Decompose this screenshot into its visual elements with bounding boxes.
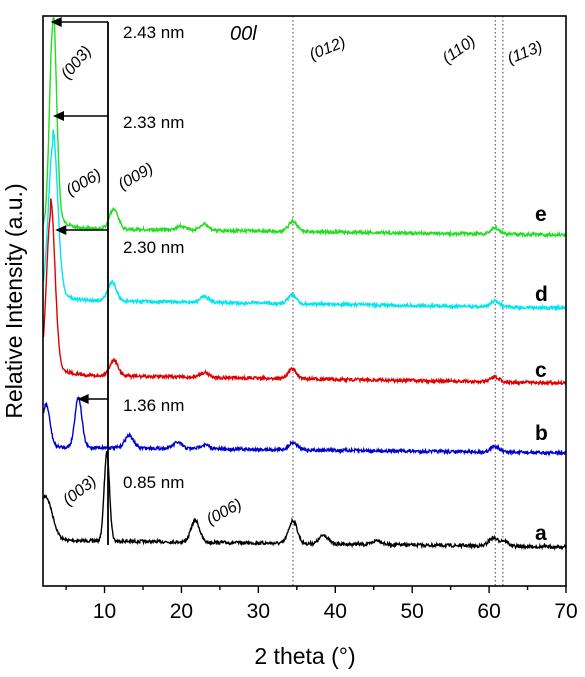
order-label: 00l bbox=[230, 23, 257, 45]
spacing-arrowhead-3 bbox=[77, 394, 89, 404]
spacing-arrows bbox=[50, 17, 109, 545]
series-layer bbox=[42, 17, 567, 552]
spacing-arrowhead-1 bbox=[52, 111, 64, 121]
x-tick-label-70: 70 bbox=[554, 600, 577, 623]
spacing-arrowhead-2 bbox=[55, 225, 67, 235]
plot-frame bbox=[42, 15, 567, 587]
spacing-arrowhead-0 bbox=[50, 17, 62, 27]
series-label-c: c bbox=[535, 359, 547, 382]
a-003-label: (003) bbox=[60, 473, 100, 509]
e-003-label: (003) bbox=[58, 43, 95, 83]
e-009-label: (009) bbox=[116, 160, 157, 193]
hkl-110-label: (110) bbox=[440, 33, 479, 68]
y-axis-title: Relative Intensity (a.u.) bbox=[1, 183, 27, 418]
x-tick-label-10: 10 bbox=[93, 600, 116, 623]
series-line-b bbox=[42, 396, 567, 457]
spacing-label-a: 0.85 nm bbox=[123, 473, 184, 492]
spacing-label-d: 2.33 nm bbox=[123, 113, 184, 132]
spacing-label-b: 1.36 nm bbox=[123, 396, 184, 415]
series-line-d bbox=[42, 129, 567, 312]
series-line-c bbox=[42, 198, 567, 387]
reference-lines bbox=[292, 16, 504, 586]
x-tick-label-60: 60 bbox=[477, 600, 500, 623]
hkl-012-label: (012) bbox=[307, 34, 348, 64]
x-tick-label-40: 40 bbox=[324, 600, 347, 623]
series-label-a: a bbox=[535, 522, 547, 545]
series-line-e bbox=[42, 17, 567, 239]
a-006-label: (006) bbox=[204, 496, 245, 529]
series-line-a bbox=[42, 450, 567, 552]
spacing-label-e: 2.43 nm bbox=[123, 23, 184, 42]
x-axis-title: 2 theta (°) bbox=[254, 643, 355, 669]
x-tick-label-30: 30 bbox=[247, 600, 270, 623]
x-tick-label-20: 20 bbox=[170, 600, 193, 623]
e-006-label: (006) bbox=[64, 166, 105, 199]
series-label-b: b bbox=[535, 422, 548, 445]
hkl-113-label: (113) bbox=[505, 38, 545, 67]
x-tick-label-50: 50 bbox=[400, 600, 423, 623]
series-label-d: d bbox=[535, 283, 548, 306]
spacing-label-c: 2.30 nm bbox=[123, 238, 184, 257]
x-ticks: 10 20 30 40 50 60 70 bbox=[65, 586, 578, 623]
series-label-e: e bbox=[535, 203, 547, 226]
